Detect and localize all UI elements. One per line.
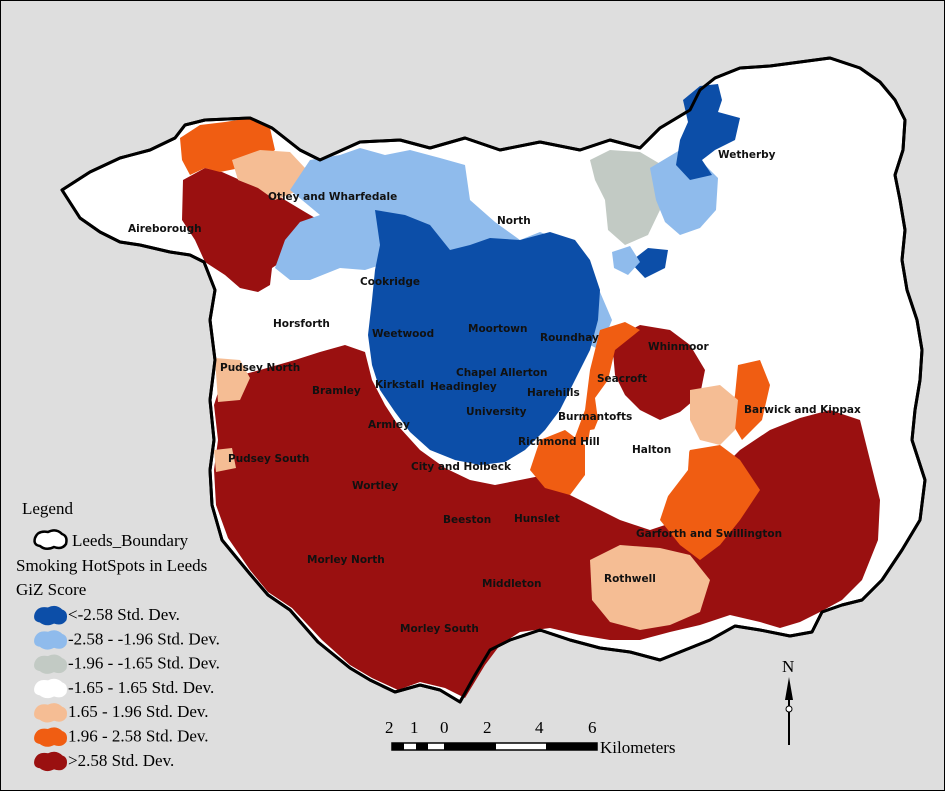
legend-swatch-5 [34, 727, 67, 747]
legend-swatch-0 [34, 605, 67, 626]
label-morley-north: Morley North [307, 554, 385, 566]
label-barwick: Barwick and Kippax [744, 404, 861, 416]
label-harehills: Harehills [527, 387, 580, 399]
legend-class-label-0: <-2.58 Std. Dev. [68, 605, 180, 624]
label-richmond-hill: Richmond Hill [518, 436, 600, 448]
legend-class-label-3: -1.65 - 1.65 Std. Dev. [68, 678, 214, 697]
zone-orange-east [730, 360, 770, 440]
zone-peach-rothwell [590, 545, 710, 630]
legend-class-label-1: -2.58 - -1.96 Std. Dev. [68, 629, 220, 648]
label-wetherby: Wetherby [718, 149, 776, 161]
zone-orange-richmond [530, 430, 585, 495]
legend-layer-title: Smoking HotSpots in Leeds [16, 556, 207, 575]
label-otley: Otley and Wharfedale [268, 191, 397, 203]
legend-swatch-4 [34, 703, 67, 723]
label-headingley: Headingley [430, 381, 497, 393]
north-arrow-hub [785, 705, 793, 713]
label-city-holbeck: City and Holbeck [411, 461, 512, 473]
label-chapel-allerton: Chapel Allerton [456, 367, 548, 379]
label-wortley: Wortley [352, 480, 398, 492]
zone-red-seacroft [612, 325, 705, 420]
label-rothwell: Rothwell [604, 573, 656, 585]
label-seacroft: Seacroft [597, 373, 647, 385]
zone-red-northwest [182, 168, 335, 292]
legend-class-label-5: 1.96 - 2.58 Std. Dev. [68, 727, 209, 746]
zone-peach-northwest [232, 150, 305, 200]
label-aireborough: Aireborough [128, 223, 202, 235]
label-pudsey-south: Pudsey South [228, 453, 309, 465]
scale-tick-3: 2 [483, 718, 492, 737]
label-moortown: Moortown [468, 323, 527, 335]
scale-unit: Kilometers [600, 738, 676, 757]
label-weetwood: Weetwood [372, 328, 434, 340]
legend-class-label-2: -1.96 - -1.65 Std. Dev. [68, 654, 220, 673]
label-horsforth: Horsforth [273, 318, 330, 330]
label-pudsey-north: Pudsey North [220, 362, 300, 374]
label-halton: Halton [632, 444, 671, 456]
label-middleton: Middleton [482, 578, 542, 590]
label-hunslet: Hunslet [514, 513, 560, 525]
legend-swatch-6 [34, 751, 67, 772]
label-roundhay: Roundhay [540, 332, 599, 344]
label-garforth: Garforth and Swillington [636, 528, 782, 540]
legend: Legend Leeds_Boundary Smoking HotSpots i… [16, 499, 220, 772]
legend-boundary-swatch [33, 529, 68, 550]
legend-field-title: GiZ Score [16, 580, 86, 599]
label-cookridge: Cookridge [360, 276, 420, 288]
scale-tick-4: 4 [535, 718, 544, 737]
zone-orange-seacroft [572, 322, 640, 445]
scale-seg [416, 743, 428, 750]
label-armley: Armley [368, 419, 410, 431]
legend-classes: <-2.58 Std. Dev. -2.58 - -1.96 Std. Dev. -… [34, 605, 220, 772]
north-arrow-label: N [782, 657, 794, 676]
label-kirkstall: Kirkstall [375, 379, 424, 391]
zone-darkblue-central [368, 210, 600, 465]
north-arrow: N [782, 657, 794, 745]
legend-title: Legend [22, 499, 73, 518]
leeds-boundary-outline [60, 56, 927, 704]
scale-tick-1: 1 [410, 718, 419, 737]
legend-class-label-6: >2.58 Std. Dev. [68, 751, 174, 770]
label-whinmoor: Whinmoor [648, 341, 709, 353]
zone-darkblue-northeast-small [630, 248, 668, 278]
legend-swatch-1 [34, 630, 67, 650]
zone-peach-halton [690, 385, 738, 445]
zone-red-south [214, 345, 880, 698]
legend-class-label-4: 1.65 - 1.96 Std. Dev. [68, 702, 209, 721]
scale-seg [444, 743, 496, 750]
scale-tick-0: 2 [385, 718, 394, 737]
scale-seg [546, 743, 597, 750]
label-bramley: Bramley [312, 385, 361, 397]
label-burmantofts: Burmantofts [558, 411, 632, 423]
label-beeston: Beeston [443, 514, 491, 526]
label-north: North [497, 215, 531, 227]
label-university: University [466, 406, 527, 418]
label-morley-south: Morley South [400, 623, 479, 635]
legend-swatch-2 [34, 654, 67, 674]
legend-boundary-label: Leeds_Boundary [72, 531, 189, 550]
legend-swatch-3 [34, 678, 67, 699]
scale-tick-5: 6 [588, 718, 597, 737]
zone-peach-pudsey [215, 358, 250, 402]
zone-lightblue-northeast-small [612, 246, 640, 275]
zone-peach-pudsey-south [214, 448, 236, 472]
scale-seg [392, 743, 404, 750]
scale-tick-2: 0 [440, 718, 449, 737]
zone-white-halton [585, 425, 690, 512]
